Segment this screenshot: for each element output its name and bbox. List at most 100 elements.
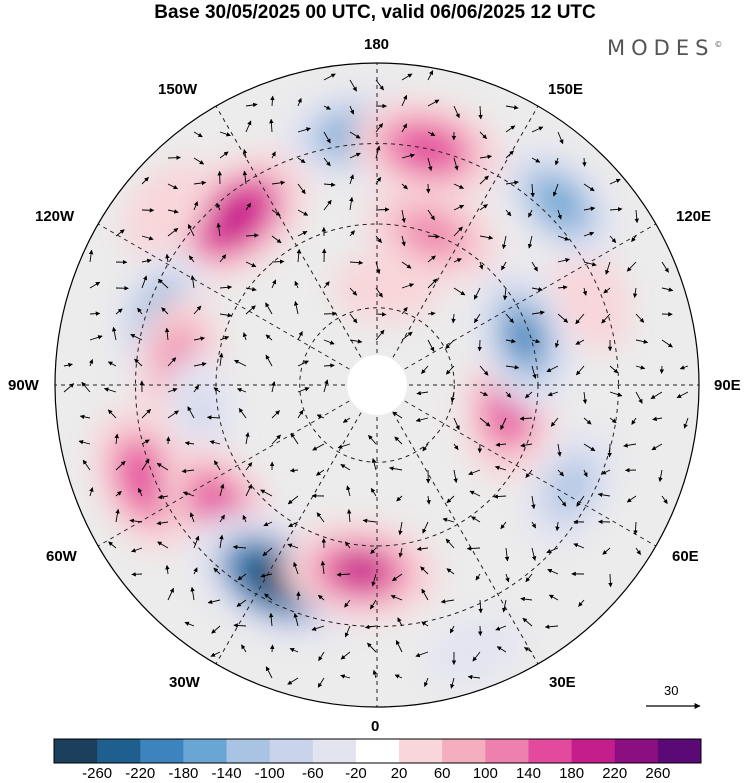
wind-vector-398 — [190, 586, 195, 601]
wind-vector-284 — [520, 443, 533, 448]
wind-vector-208 — [265, 354, 273, 367]
wind-vector-400 — [236, 599, 247, 607]
wind-vector-120 — [401, 261, 412, 269]
wind-vector-336 — [115, 508, 120, 523]
wind-vector-387 — [371, 573, 377, 587]
wind-vector-105 — [583, 231, 595, 237]
colorbar-label-4: -100 — [254, 765, 285, 782]
wind-vector-226 — [167, 387, 178, 393]
wind-vector-432 — [289, 648, 299, 653]
wind-vector-335 — [661, 495, 668, 505]
meridian-150 — [376, 105, 539, 386]
wind-vector-236 — [505, 391, 512, 398]
wind-vector-203 — [134, 358, 143, 367]
wind-vector-444 — [317, 677, 325, 688]
lon-label-90e: 90E — [714, 377, 741, 394]
wind-vector-419 — [311, 625, 325, 631]
wind-vector-180 — [164, 327, 170, 341]
wind-vector-405 — [370, 599, 377, 610]
wind-vector-364 — [287, 543, 299, 549]
wind-vector-147 — [502, 287, 508, 301]
wind-vector-74 — [323, 199, 332, 211]
wind-vector-402 — [296, 591, 301, 601]
wind-vector-423 — [421, 621, 429, 627]
wind-vector-439 — [472, 651, 481, 662]
wind-vector-262 — [583, 417, 592, 425]
wind-vector-164 — [349, 313, 358, 324]
wind-vector-413 — [578, 599, 585, 607]
lon-label-90w: 90W — [8, 377, 39, 394]
wind-vector-71 — [245, 202, 252, 211]
wind-vectors — [63, 70, 689, 689]
wind-vector-373 — [531, 547, 537, 561]
wind-vector-357 — [108, 541, 117, 549]
wind-vector-141 — [349, 287, 358, 296]
wind-vector-166 — [401, 307, 408, 315]
wind-vector-338 — [156, 520, 169, 526]
wind-vector-187 — [349, 339, 363, 344]
wind-vector-271 — [184, 441, 195, 446]
wind-vector-228 — [213, 387, 221, 393]
wind-vector-173 — [575, 313, 585, 325]
wind-vector-390 — [446, 568, 455, 575]
wind-vector-149 — [557, 285, 568, 290]
colorbar-swatch-0 — [54, 739, 98, 763]
wind-vector-314 — [115, 490, 122, 497]
wind-vector-366 — [344, 541, 351, 549]
wind-vector-175 — [635, 313, 645, 323]
wind-vector-310 — [601, 469, 611, 475]
wind-vector-124 — [501, 261, 507, 271]
wind-vector-330 — [531, 495, 536, 510]
wind-vector-162 — [293, 300, 299, 315]
wind-vector-267 — [78, 439, 91, 445]
wind-vector-84 — [583, 206, 596, 211]
wind-vector-201 — [88, 358, 94, 367]
wind-vector-104 — [557, 235, 570, 241]
wind-vector-138 — [271, 279, 277, 289]
wind-vector-283 — [495, 442, 507, 447]
wind-vector-73 — [297, 209, 309, 216]
wind-vector-243 — [676, 391, 689, 399]
wind-vector-295 — [213, 460, 221, 471]
colorbar-label-12: 220 — [602, 765, 628, 782]
wind-vector-342 — [263, 521, 273, 527]
wind-vector-221 — [679, 365, 689, 370]
lon-label-0: 0 — [371, 718, 380, 735]
wind-vector-39 — [375, 145, 381, 159]
wind-vector-382 — [237, 573, 247, 581]
wind-vector-429 — [210, 651, 221, 657]
meridian-30 — [376, 384, 539, 665]
wind-vector-418 — [293, 612, 299, 627]
lon-label-30e: 30E — [549, 674, 576, 691]
map-border — [54, 62, 700, 708]
wind-vector-227 — [193, 385, 200, 393]
wind-vector-81 — [505, 209, 512, 217]
wind-vector-290 — [82, 459, 91, 471]
lon-label-120w: 120W — [35, 208, 75, 225]
wind-vector-143 — [401, 283, 415, 289]
wind-vector-380 — [193, 567, 198, 575]
wind-vector-378 — [131, 572, 143, 577]
wind-vector-77 — [401, 209, 406, 223]
wind-vector-80 — [479, 204, 488, 211]
wind-vector-209 — [297, 360, 309, 367]
wind-vector-285 — [557, 443, 562, 457]
wind-vector-2 — [375, 79, 384, 91]
wind-vector-52 — [242, 170, 248, 185]
wind-vector-270 — [165, 436, 171, 445]
wind-vector-76 — [375, 207, 390, 212]
wind-vector-17 — [219, 131, 231, 137]
wind-vector-426 — [495, 625, 507, 631]
wind-vector-68 — [167, 209, 179, 214]
wind-vector-414 — [184, 621, 195, 627]
wind-vector-232 — [323, 379, 329, 393]
wind-vector-349 — [442, 517, 455, 523]
wind-vector-359 — [157, 541, 169, 549]
wind-vector-78 — [427, 209, 435, 221]
anomaly-blob-2 — [122, 160, 213, 258]
wind-vector-379 — [165, 564, 170, 575]
wind-vector-70 — [216, 202, 221, 211]
wind-vector-420 — [344, 625, 351, 638]
meridian-330 — [215, 384, 378, 665]
wind-vector-111 — [165, 253, 170, 263]
